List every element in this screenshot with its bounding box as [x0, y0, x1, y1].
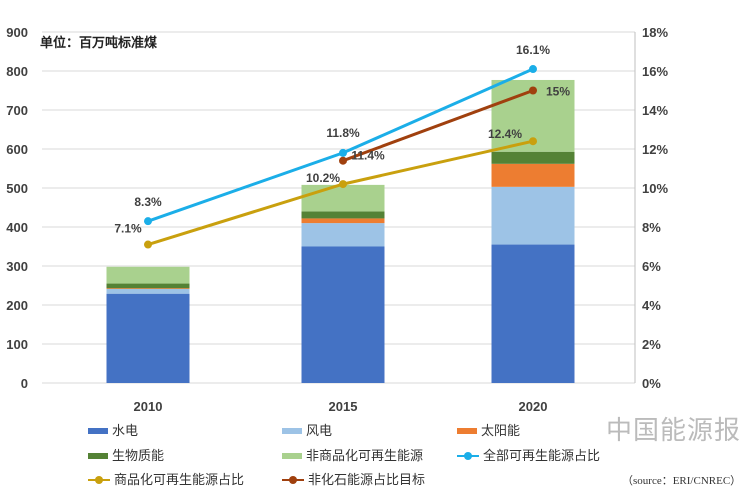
y-tick-label: 600 — [6, 142, 28, 157]
y2-tick-label: 12% — [642, 142, 668, 157]
y-tick-label: 500 — [6, 181, 28, 196]
bar-segment — [301, 223, 385, 247]
y-tick-label: 200 — [6, 298, 28, 313]
legend-item: 生物质能 — [88, 448, 164, 464]
line-marker — [339, 156, 347, 165]
legend-item: 非化石能源占比目标 — [282, 472, 425, 488]
legend-marker-dot — [289, 476, 297, 484]
legend-swatch — [88, 428, 108, 434]
bar-segment — [491, 244, 575, 383]
legend-line-marker — [282, 476, 304, 484]
y-tick-label: 300 — [6, 259, 28, 274]
line-series — [342, 89, 534, 163]
y2-tick-label: 6% — [642, 259, 661, 274]
line-marker — [339, 148, 347, 157]
bar-segment — [106, 288, 190, 290]
bar-segment — [106, 283, 190, 289]
line-marker — [339, 180, 347, 189]
chart-plot: 0 100 200 300 400 500 600 700 800 900 0% 2% 4% 6% 8% 10… — [6, 25, 668, 414]
legend-line-marker — [88, 476, 110, 484]
legend-label: 商品化可再生能源占比 — [114, 472, 245, 487]
legend-label: 风电 — [306, 423, 333, 438]
x-tick-label: 2015 — [329, 399, 358, 414]
legend-item: 水电 — [88, 423, 138, 439]
bar-segment — [301, 211, 385, 219]
line-marker — [144, 240, 152, 249]
y-tick-label: 100 — [6, 337, 28, 352]
data-label: 7.1% — [114, 222, 142, 236]
bar-segment — [301, 184, 385, 212]
y2-tick-label: 4% — [642, 298, 661, 313]
line-marker — [529, 137, 537, 146]
legend-label: 非化石能源占比目标 — [308, 472, 426, 487]
y2-tick-label: 2% — [642, 337, 661, 352]
legend-marker-dot — [95, 476, 103, 484]
y-tick-label: 400 — [6, 220, 28, 235]
y-tick-label: 800 — [6, 64, 28, 79]
unit-label: 单位：百万吨标准煤 — [40, 35, 158, 50]
y2-tick-label: 0% — [642, 376, 661, 391]
legend-marker-dot — [464, 452, 472, 460]
legend-item: 非商品化可再生能源 — [282, 448, 423, 464]
legend-item: 太阳能 — [457, 423, 520, 439]
line-marker — [144, 217, 152, 226]
legend-swatch — [282, 428, 302, 434]
bar-segment — [491, 186, 575, 245]
y-tick-label: 900 — [6, 25, 28, 40]
legend-label: 全部可再生能源占比 — [483, 448, 601, 463]
y2-tick-label: 16% — [642, 64, 668, 79]
legend-label: 生物质能 — [112, 448, 165, 463]
source-note: （source：ERI/CNREC） — [622, 475, 742, 487]
legend-swatch — [88, 453, 108, 459]
bar-segment — [106, 293, 190, 383]
legend-swatch — [282, 453, 302, 459]
legend-label: 非商品化可再生能源 — [306, 448, 424, 463]
bar-segment — [491, 163, 575, 187]
data-label: 11.4% — [351, 149, 385, 163]
bar-segment — [106, 266, 190, 284]
legend-label: 水电 — [112, 423, 139, 438]
x-tick-label: 2010 — [134, 399, 163, 414]
y2-tick-label: 14% — [642, 103, 668, 118]
bar-segment — [491, 151, 575, 164]
bar-segment — [301, 246, 385, 383]
y2-tick-label: 10% — [642, 181, 668, 196]
legend-item: 商品化可再生能源占比 — [88, 472, 244, 488]
legend-item: 风电 — [282, 423, 332, 439]
y2-tick-label: 18% — [642, 25, 668, 40]
legend-swatch — [457, 428, 477, 434]
data-label: 10.2% — [306, 171, 340, 185]
data-label: 11.8% — [326, 126, 360, 140]
legend-item: 全部可再生能源占比 — [457, 448, 600, 464]
bar-segment — [106, 289, 190, 294]
y-tick-label: 0 — [21, 376, 28, 391]
line-marker — [529, 65, 537, 74]
legend-line-marker — [457, 452, 479, 460]
legend-label: 太阳能 — [481, 423, 521, 438]
bar-segment — [301, 218, 385, 224]
data-label: 15% — [546, 85, 570, 99]
y-tick-label: 700 — [6, 103, 28, 118]
line-marker — [529, 86, 537, 95]
data-label: 8.3% — [134, 195, 162, 209]
x-tick-label: 2020 — [519, 399, 548, 414]
data-label: 12.4% — [488, 127, 522, 141]
data-label: 16.1% — [516, 43, 550, 57]
watermark: 中国能源报 — [606, 415, 742, 445]
y2-tick-label: 8% — [642, 220, 661, 235]
